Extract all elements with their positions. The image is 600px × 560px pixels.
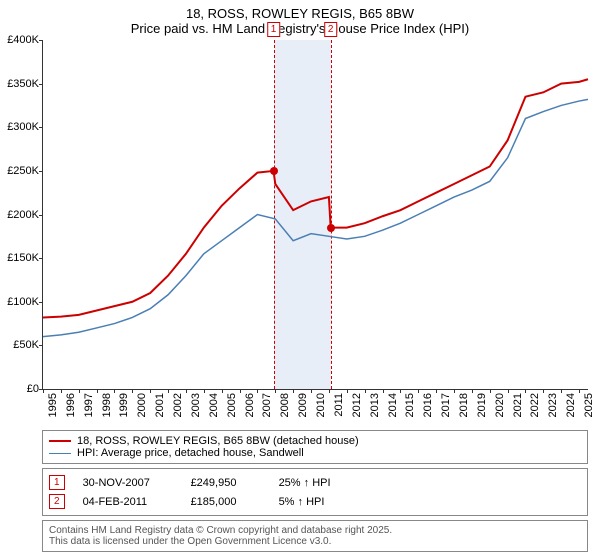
xtick-label: 2022 [529,393,541,417]
credit-line: This data is licensed under the Open Gov… [49,536,581,547]
xtick-label: 2024 [565,393,577,417]
xtick-label: 1995 [47,393,59,417]
xtick-label: 2003 [190,393,202,417]
ytick-label: £50K [1,339,39,351]
series-property [43,79,588,317]
xtick-label: 2016 [422,393,434,417]
sale-delta: 5% ↑ HPI [279,496,325,508]
credit-box: Contains HM Land Registry data © Crown c… [42,520,588,552]
sale-marker-label: 2 [324,22,338,37]
chart-plot-area: £0£50K£100K£150K£200K£250K£300K£350K£400… [42,40,588,390]
legend-item: 18, ROSS, ROWLEY REGIS, B65 8BW (detache… [49,435,581,447]
ytick-label: £400K [1,34,39,46]
xtick-label: 1998 [101,393,113,417]
xtick-label: 2023 [547,393,559,417]
credit-line: Contains HM Land Registry data © Crown c… [49,525,581,536]
xtick-label: 2019 [476,393,488,417]
xtick-label: 2020 [494,393,506,417]
legend-swatch-line [49,453,71,454]
xtick-label: 2002 [172,393,184,417]
sale-row: 1 30-NOV-2007 £249,950 25% ↑ HPI [49,473,581,492]
legend-swatch-line [49,440,71,442]
xtick-label: 2012 [351,393,363,417]
xtick-label: 2017 [440,393,452,417]
xtick-label: 2010 [315,393,327,417]
sales-table: 1 30-NOV-2007 £249,950 25% ↑ HPI 2 04-FE… [42,468,588,516]
xtick-label: 2007 [261,393,273,417]
legend-label: 18, ROSS, ROWLEY REGIS, B65 8BW (detache… [77,435,359,447]
xtick-label: 1999 [118,393,130,417]
series-hpi [43,99,588,336]
xtick-label: 2000 [136,393,148,417]
sale-marker-badge: 1 [49,475,65,490]
xtick-label: 2025 [583,393,595,417]
sale-marker-badge: 2 [49,494,65,509]
ytick-label: £200K [1,209,39,221]
ytick-label: £150K [1,252,39,264]
title-line2: Price paid vs. HM Land Registry's House … [0,21,600,36]
ytick-label: £350K [1,78,39,90]
sale-date: 04-FEB-2011 [83,496,173,508]
sale-delta: 25% ↑ HPI [279,477,331,489]
xtick-label: 1996 [65,393,77,417]
sale-date: 30-NOV-2007 [83,477,173,489]
xtick-label: 2013 [369,393,381,417]
xtick-label: 2014 [387,393,399,417]
sale-price: £185,000 [191,496,261,508]
xtick-label: 2015 [404,393,416,417]
ytick-label: £300K [1,121,39,133]
legend-item: HPI: Average price, detached house, Sand… [49,447,581,459]
xtick-label: 2018 [458,393,470,417]
sale-marker-label: 1 [267,22,281,37]
xtick-label: 2009 [297,393,309,417]
chart-svg [43,40,588,389]
sale-marker-dot [327,224,335,232]
xtick-label: 2021 [512,393,524,417]
xtick-label: 2011 [333,393,345,417]
ytick-label: £250K [1,165,39,177]
ytick-label: £0 [1,383,39,395]
chart-title-block: 18, ROSS, ROWLEY REGIS, B65 8BW Price pa… [0,0,600,40]
xtick-label: 2004 [208,393,220,417]
title-line1: 18, ROSS, ROWLEY REGIS, B65 8BW [0,6,600,21]
xtick-label: 2005 [226,393,238,417]
sale-row: 2 04-FEB-2011 £185,000 5% ↑ HPI [49,492,581,511]
sale-price: £249,950 [191,477,261,489]
xtick-label: 2001 [154,393,166,417]
legend: 18, ROSS, ROWLEY REGIS, B65 8BW (detache… [42,430,588,464]
sale-marker-dot [270,167,278,175]
xtick-label: 1997 [83,393,95,417]
xtick-label: 2008 [279,393,291,417]
legend-label: HPI: Average price, detached house, Sand… [77,447,304,459]
xtick-label: 2006 [244,393,256,417]
ytick-label: £100K [1,296,39,308]
